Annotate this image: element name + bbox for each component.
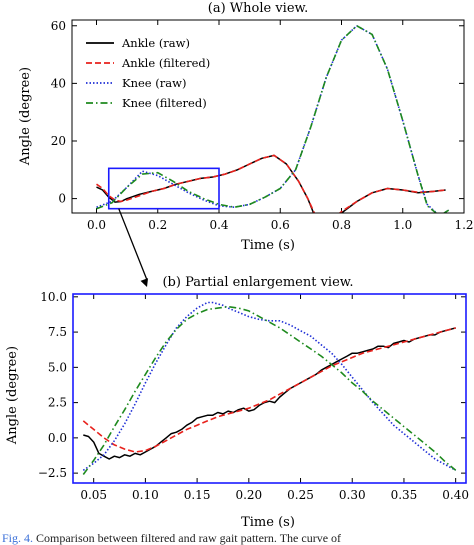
panel-b-y-tick-label: −2.5	[38, 466, 67, 480]
panel-a-y-tick-label: 20	[51, 134, 66, 148]
panel-a-series-knee-filtered	[96, 24, 450, 213]
panel-b-x-tick-label: 0.15	[184, 488, 211, 502]
panel-a-legend: Ankle (raw) Ankle (filtered) Knee (raw) Kne…	[86, 36, 210, 110]
panel-a-x-tick-label: 0.4	[209, 218, 228, 232]
panel-b-y-tick-label: 5.0	[48, 360, 67, 374]
zoom-box	[107, 167, 220, 210]
figure-caption: Fig. 4. Comparison between filtered and …	[2, 531, 472, 545]
figure: (a) Whole view. 0.0 0.2 0.4 0.6 0.8 1.0 1.2 0 20…	[5, 1, 474, 530]
panel-a-y-tick-label: 0	[58, 192, 66, 206]
panel-b-series	[82, 301, 457, 475]
panel-b-series-ankle-raw	[83, 327, 456, 460]
panel-a: 0.0 0.2 0.4 0.6 0.8 1.0 1.2 0 20 40 60 Ankle (raw)…	[51, 19, 474, 232]
zoom-arrow	[118, 208, 148, 281]
panel-b-ticks: 0.05 0.10 0.15 0.20 0.25 0.30 0.35 0.40 −2.5 0.0 2…	[38, 290, 469, 502]
zoom-arrow-head	[140, 278, 149, 287]
panel-b-series-knee-raw	[82, 301, 457, 472]
panel-b-y-tick-label: 2.5	[48, 396, 67, 410]
panel-b-x-tick-label: 0.30	[339, 488, 366, 502]
panel-a-y-tick-label: 60	[51, 19, 66, 33]
panel-b-series-ankle-filtered	[82, 327, 456, 453]
panel-a-x-tick-label: 1.2	[454, 218, 473, 232]
panel-b-xlabel: Time (s)	[241, 515, 295, 530]
panel-b-title: (b) Partial enlargement view.	[162, 275, 353, 290]
panel-b-y-tick-label: 7.5	[48, 325, 67, 339]
panel-a-x-tick-label: 0.8	[332, 218, 351, 232]
panel-b-x-tick-label: 0.20	[235, 488, 262, 502]
panel-a-series-ankle-filtered	[96, 154, 446, 213]
panel-b-y-tick-label: 10.0	[40, 290, 67, 304]
panel-a-ylabel: Angle (degree)	[18, 67, 33, 166]
panel-a-title: (a) Whole view.	[208, 1, 308, 16]
panel-a-series-knee-raw	[96, 24, 450, 213]
panel-a-x-tick-label: 0.6	[271, 218, 290, 232]
panel-a-x-tick-label: 0.0	[87, 218, 106, 232]
panel-b: 0.05 0.10 0.15 0.20 0.25 0.30 0.35 0.40 −2.5 0.0 2…	[38, 290, 469, 502]
panel-a-xlabel: Time (s)	[241, 238, 295, 253]
panel-a-y-tick-label: 40	[51, 76, 66, 90]
legend-label: Knee (raw)	[122, 76, 186, 90]
panel-b-ylabel: Angle (degree)	[5, 346, 20, 445]
caption-text: Comparison between filtered and raw gait…	[33, 531, 342, 545]
panel-b-y-tick-label: 0.0	[48, 431, 67, 445]
caption-label: Fig. 4.	[2, 531, 34, 545]
panel-a-x-tick-label: 0.2	[148, 218, 167, 232]
legend-label: Ankle (filtered)	[121, 56, 210, 70]
panel-b-x-tick-label: 0.25	[287, 488, 314, 502]
panel-a-frame	[71, 19, 465, 214]
panel-b-x-tick-label: 0.10	[132, 488, 159, 502]
panel-a-x-tick-label: 1.0	[393, 218, 412, 232]
panel-b-x-tick-label: 0.05	[80, 488, 107, 502]
panel-b-series-knee-filtered	[82, 305, 457, 475]
panel-a-series	[96, 24, 450, 213]
panel-b-x-tick-label: 0.35	[391, 488, 418, 502]
legend-label: Ankle (raw)	[121, 36, 190, 50]
legend-label: Knee (filtered)	[122, 96, 207, 110]
panel-b-frame	[72, 293, 467, 484]
panel-b-x-tick-label: 0.40	[442, 488, 469, 502]
